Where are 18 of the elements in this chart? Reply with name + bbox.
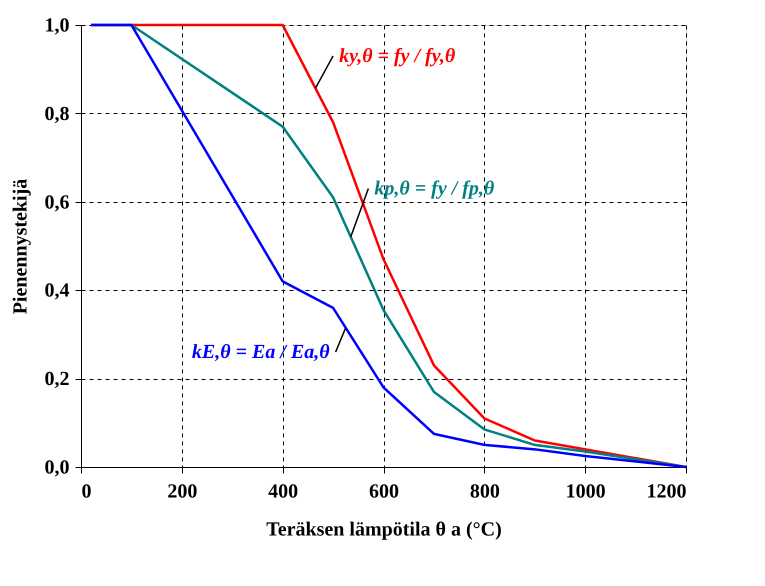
x-tick-label: 600 (369, 480, 399, 502)
x-tick-label: 1200 (646, 480, 686, 502)
y-axis-title: Pienennystekijä (10, 178, 32, 314)
y-tick-label: 0,0 (44, 456, 70, 478)
y-tick-label: 0,8 (44, 102, 70, 125)
series-label: kE,θ = Ea / Ea,θ (192, 341, 330, 364)
y-tick-label: 0,2 (44, 368, 70, 390)
x-tick-label: 200 (167, 480, 198, 502)
series-label: ky,θ = fy / fy,θ (339, 44, 456, 67)
x-tick-label: 800 (470, 480, 500, 502)
x-tick-label: 400 (268, 480, 298, 502)
y-tick-label: 0,6 (44, 191, 70, 214)
series-label: kp,θ = fy / fp,θ (374, 178, 495, 200)
x-tick-label: 0 (82, 480, 92, 502)
x-tick-label: 1000 (566, 480, 606, 502)
y-tick-label: 0,4 (44, 280, 70, 302)
y-tick-label: 1,0 (44, 14, 70, 36)
x-axis-title: Teräksen lämpötila θ a (°C) (266, 518, 502, 540)
